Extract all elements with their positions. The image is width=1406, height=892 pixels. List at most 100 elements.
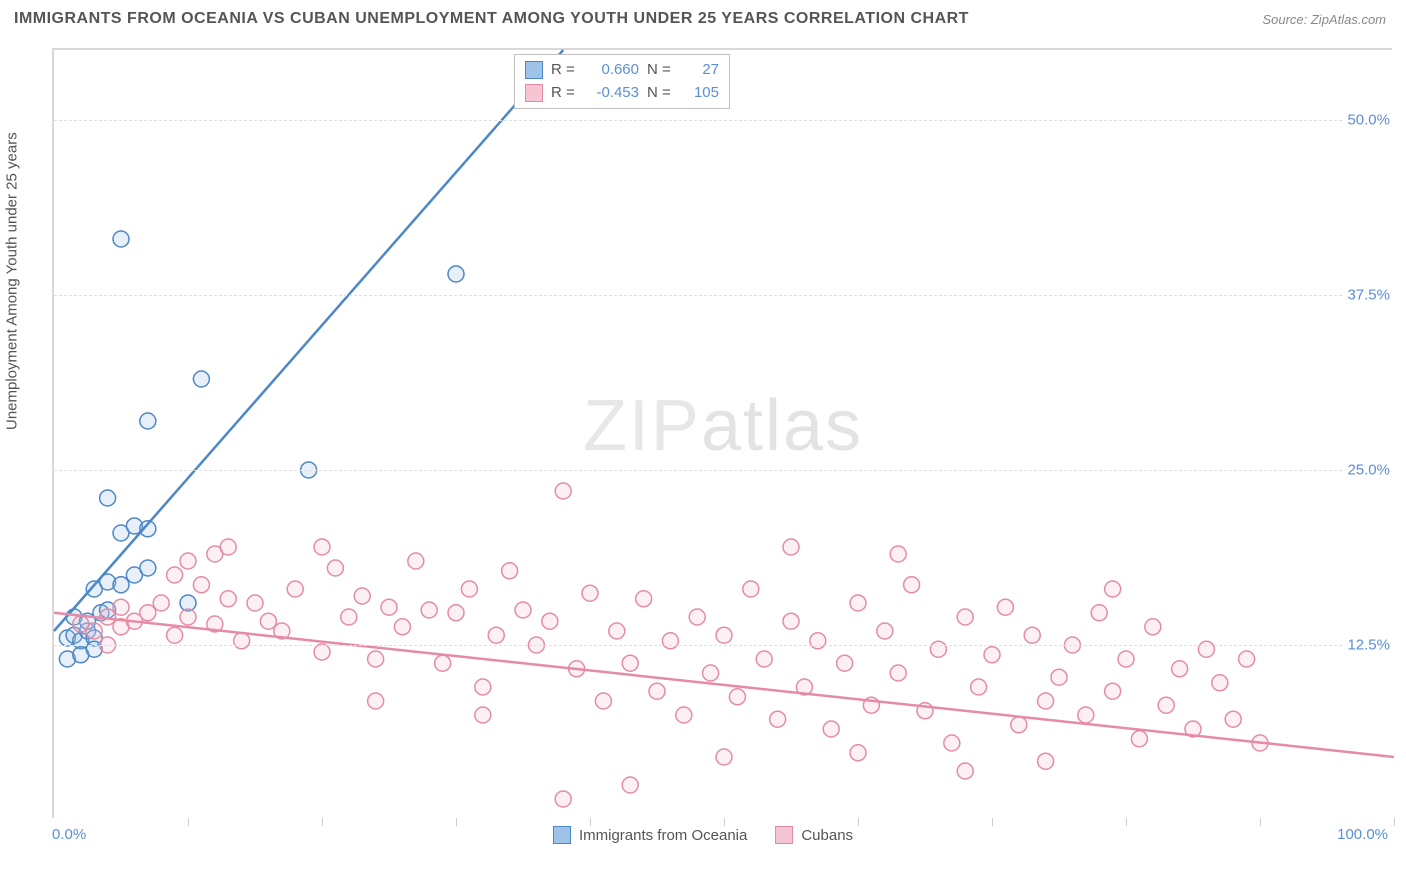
x-tick <box>456 818 457 826</box>
data-point <box>314 539 330 555</box>
scatter-plot-svg <box>54 50 1392 818</box>
stat-r-label: R = <box>551 82 579 105</box>
data-point <box>555 483 571 499</box>
regression-line <box>54 50 563 631</box>
data-point <box>1078 707 1094 723</box>
data-point <box>113 599 129 615</box>
data-point <box>783 613 799 629</box>
data-point <box>394 619 410 635</box>
data-point <box>86 623 102 639</box>
x-tick <box>188 818 189 826</box>
series-swatch <box>525 84 543 102</box>
data-point <box>890 665 906 681</box>
data-point <box>957 609 973 625</box>
stat-n-value: 105 <box>683 82 719 105</box>
data-point <box>1198 641 1214 657</box>
data-point <box>689 609 705 625</box>
data-point <box>957 763 973 779</box>
data-point <box>756 651 772 667</box>
data-point <box>341 609 357 625</box>
data-point <box>193 577 209 593</box>
chart-plot-area: ZIPatlas R =0.660N =27R =-0.453N =105 12… <box>52 48 1392 818</box>
data-point <box>609 623 625 639</box>
data-point <box>247 595 263 611</box>
data-point <box>435 655 451 671</box>
data-point <box>1105 581 1121 597</box>
data-point <box>984 647 1000 663</box>
data-point <box>971 679 987 695</box>
source-attribution: Source: ZipAtlas.com <box>1262 12 1386 27</box>
data-point <box>1118 651 1134 667</box>
stat-n-label: N = <box>647 59 675 82</box>
legend-label: Cubans <box>801 827 853 844</box>
x-tick <box>1260 818 1261 826</box>
y-axis-label: Unemployment Among Youth under 25 years <box>4 132 21 430</box>
data-point <box>167 627 183 643</box>
data-point <box>408 553 424 569</box>
data-point <box>542 613 558 629</box>
data-point <box>1091 605 1107 621</box>
data-point <box>140 605 156 621</box>
data-point <box>783 539 799 555</box>
x-tick <box>992 818 993 826</box>
data-point <box>153 595 169 611</box>
data-point <box>1051 669 1067 685</box>
data-point <box>716 749 732 765</box>
gridline <box>54 645 1392 646</box>
data-point <box>1225 711 1241 727</box>
data-point <box>595 693 611 709</box>
data-point <box>287 581 303 597</box>
data-point <box>823 721 839 737</box>
data-point <box>743 581 759 597</box>
data-point <box>716 627 732 643</box>
data-point <box>1038 693 1054 709</box>
data-point <box>502 563 518 579</box>
chart-header: IMMIGRANTS FROM OCEANIA VS CUBAN UNEMPLO… <box>0 0 1406 36</box>
data-point <box>220 539 236 555</box>
data-point <box>649 683 665 699</box>
stat-r-value: 0.660 <box>587 59 639 82</box>
data-point <box>1038 753 1054 769</box>
data-point <box>810 633 826 649</box>
data-point <box>904 577 920 593</box>
data-point <box>180 609 196 625</box>
data-point <box>877 623 893 639</box>
data-point <box>703 665 719 681</box>
y-tick-label: 50.0% <box>1343 112 1394 129</box>
data-point <box>622 777 638 793</box>
legend: Immigrants from Oceania Cubans <box>0 826 1406 844</box>
data-point <box>461 581 477 597</box>
x-tick <box>858 818 859 826</box>
data-point <box>327 560 343 576</box>
data-point <box>1024 627 1040 643</box>
chart-title: IMMIGRANTS FROM OCEANIA VS CUBAN UNEMPLO… <box>14 10 969 28</box>
data-point <box>837 655 853 671</box>
legend-swatch <box>775 826 793 844</box>
legend-item: Immigrants from Oceania <box>553 826 747 844</box>
data-point <box>113 231 129 247</box>
data-point <box>448 605 464 621</box>
gridline <box>54 470 1392 471</box>
data-point <box>890 546 906 562</box>
correlation-stats-box: R = 0.660 N = 27R =-0.453N =105 <box>514 54 730 109</box>
x-tick <box>724 818 725 826</box>
data-point <box>381 599 397 615</box>
stats-row: R =0.660N =27 <box>525 59 719 82</box>
data-point <box>475 679 491 695</box>
data-point <box>622 655 638 671</box>
data-point <box>676 707 692 723</box>
data-point <box>314 644 330 660</box>
data-point <box>368 651 384 667</box>
data-point <box>850 745 866 761</box>
data-point <box>180 553 196 569</box>
data-point <box>930 641 946 657</box>
data-point <box>475 707 491 723</box>
data-point <box>997 599 1013 615</box>
stats-row: R =-0.453N =105 <box>525 82 719 105</box>
y-tick-label: 12.5% <box>1343 637 1394 654</box>
x-tick <box>1394 818 1395 826</box>
stat-n-value: 27 <box>683 59 719 82</box>
legend-label: Immigrants from Oceania <box>579 827 747 844</box>
x-tick <box>1126 818 1127 826</box>
data-point <box>1172 661 1188 677</box>
